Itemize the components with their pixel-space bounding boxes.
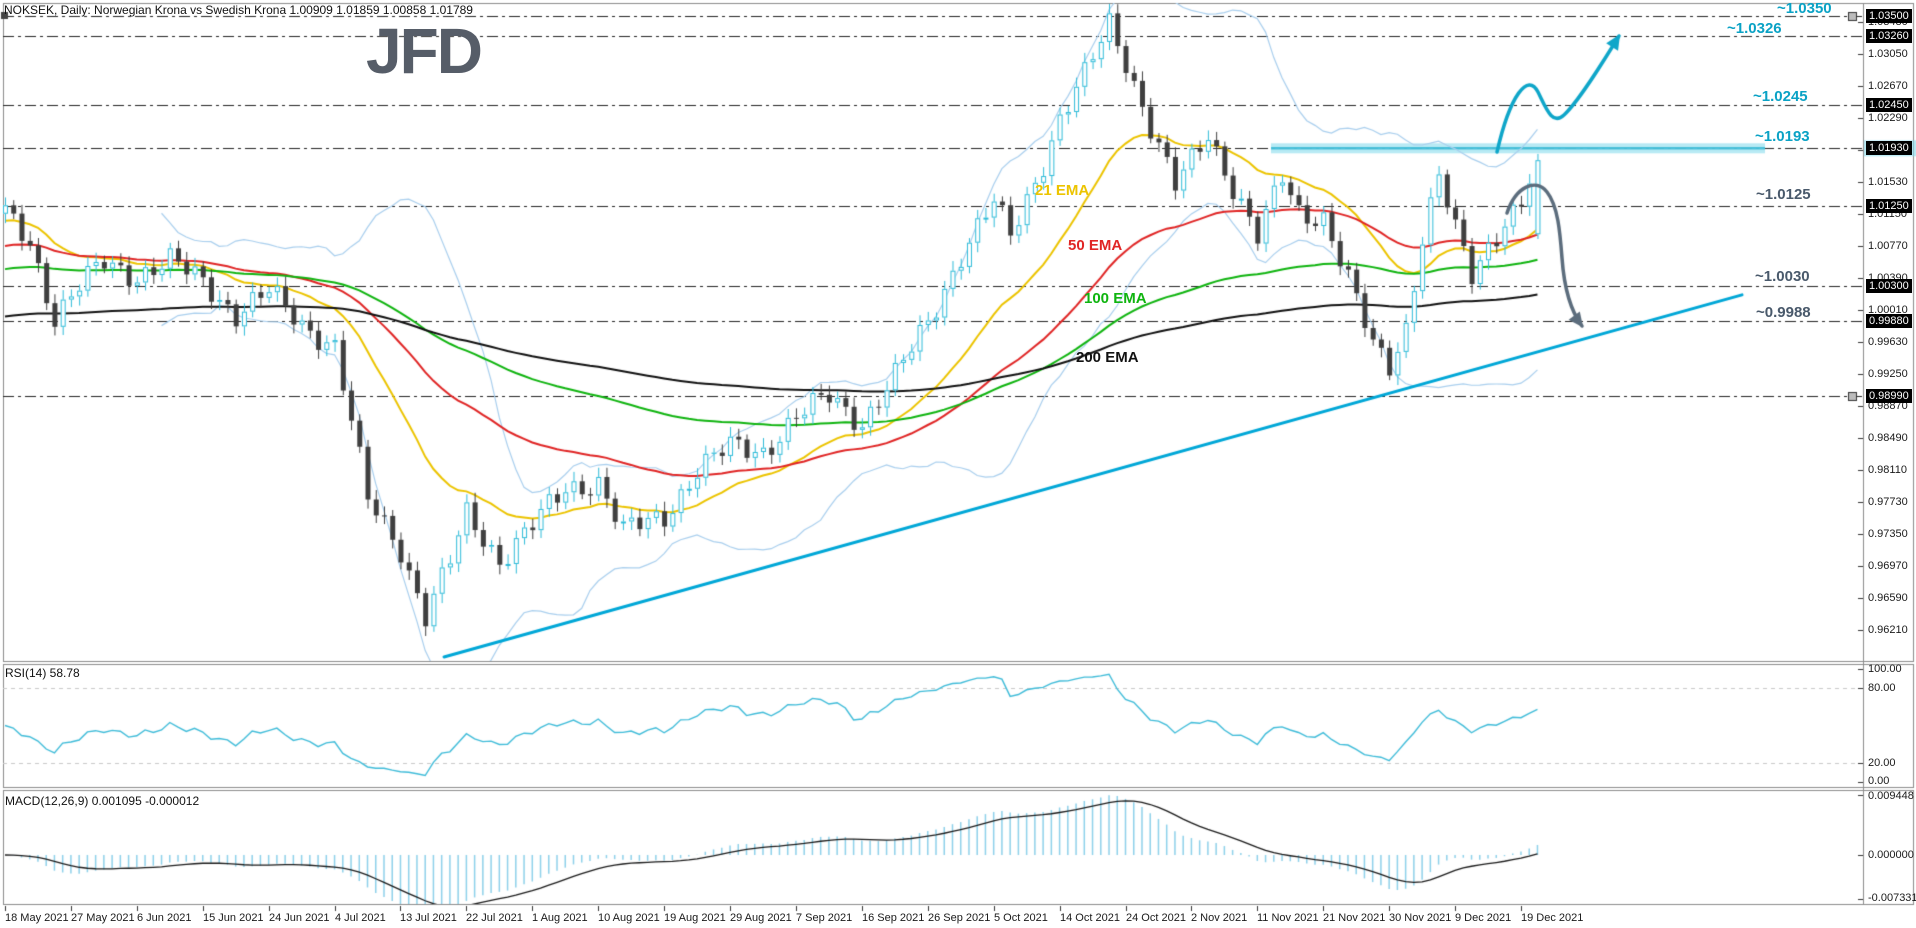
date-label: 30 Nov 2021 xyxy=(1389,912,1452,924)
date-label: 2 Nov 2021 xyxy=(1191,912,1248,924)
date-label: 10 Aug 2021 xyxy=(598,912,660,924)
price-axis-tick: 0.98490 xyxy=(1868,432,1908,444)
rsi-axis-tick: 80.00 xyxy=(1868,682,1896,694)
date-label: 13 Jul 2021 xyxy=(400,912,457,924)
level-label[interactable]: ~1.0245 xyxy=(1753,88,1808,105)
price-axis-level-badge: 1.01250 xyxy=(1866,199,1912,213)
rsi-axis-tick: 0.00 xyxy=(1868,775,1890,787)
ema-label: 100 EMA xyxy=(1084,290,1147,307)
chart-title: NOKSEK, Daily: Norwegian Krona vs Swedis… xyxy=(4,3,473,17)
price-axis-level-badge: 1.02450 xyxy=(1866,98,1912,112)
price-axis-tick: 1.00770 xyxy=(1868,240,1908,252)
macd-axis-tick: 0.009448 xyxy=(1868,790,1914,802)
date-label: 5 Oct 2021 xyxy=(994,912,1048,924)
date-label: 27 May 2021 xyxy=(71,912,135,924)
price-axis-tick: 1.02670 xyxy=(1868,80,1908,92)
date-label: 21 Nov 2021 xyxy=(1323,912,1386,924)
date-label: 24 Jun 2021 xyxy=(269,912,330,924)
price-axis-tick: 1.01530 xyxy=(1868,176,1908,188)
date-label: 19 Aug 2021 xyxy=(664,912,726,924)
price-axis-tick: 0.96590 xyxy=(1868,592,1908,604)
date-label: 19 Dec 2021 xyxy=(1521,912,1584,924)
price-axis-tick: 0.97730 xyxy=(1868,496,1908,508)
price-axis-tick: 0.99630 xyxy=(1868,336,1908,348)
level-label[interactable]: ~1.0030 xyxy=(1755,268,1810,285)
price-axis-level-badge: 1.00300 xyxy=(1866,279,1912,293)
date-label: 24 Oct 2021 xyxy=(1126,912,1186,924)
price-axis-level-badge: 1.03500 xyxy=(1866,9,1912,23)
date-label: 14 Oct 2021 xyxy=(1060,912,1120,924)
macd-axis-tick: 0.000000 xyxy=(1868,849,1914,861)
rsi-axis-tick: 100.00 xyxy=(1868,663,1902,675)
price-axis-level-badge: 1.01930 xyxy=(1866,141,1912,155)
price-axis-tick: 0.96970 xyxy=(1868,560,1908,572)
date-label: 7 Sep 2021 xyxy=(796,912,853,924)
ema-label: 21 EMA xyxy=(1035,182,1090,199)
rsi-axis-tick: 20.00 xyxy=(1868,757,1896,769)
date-label: 11 Nov 2021 xyxy=(1257,912,1319,924)
macd-axis-tick: -0.007331 xyxy=(1868,892,1916,904)
date-label: 29 Aug 2021 xyxy=(730,912,792,924)
level-label[interactable]: ~1.0125 xyxy=(1756,186,1811,203)
level-label[interactable]: ~1.0326 xyxy=(1727,20,1782,37)
date-label: 26 Sep 2021 xyxy=(928,912,991,924)
ema-label: 200 EMA xyxy=(1076,349,1139,366)
level-label[interactable]: ~1.0350 xyxy=(1777,0,1832,17)
level-label[interactable]: ~0.9988 xyxy=(1756,304,1811,321)
price-axis-tick: 0.99250 xyxy=(1868,368,1908,380)
price-axis-level-badge: 0.98990 xyxy=(1866,389,1912,403)
date-label: 16 Sep 2021 xyxy=(862,912,925,924)
date-label: 1 Aug 2021 xyxy=(532,912,588,924)
macd-indicator-label: MACD(12,26,9) 0.001095 -0.000012 xyxy=(5,794,200,808)
price-axis-tick: 1.00010 xyxy=(1868,304,1908,316)
date-label: 4 Jul 2021 xyxy=(335,912,386,924)
price-axis-tick: 1.03050 xyxy=(1868,48,1908,60)
price-axis-tick: 1.02290 xyxy=(1868,112,1908,124)
date-label: 15 Jun 2021 xyxy=(203,912,264,924)
price-axis-level-badge: 0.99880 xyxy=(1866,314,1912,328)
rsi-indicator-label: RSI(14) 58.78 xyxy=(5,666,80,680)
jfd-logo: JFD xyxy=(366,15,483,87)
price-axis-tick: 0.97350 xyxy=(1868,528,1908,540)
date-label: 6 Jun 2021 xyxy=(137,912,192,924)
price-axis-tick: 0.96210 xyxy=(1868,624,1908,636)
date-label: 18 May 2021 xyxy=(5,912,69,924)
level-label[interactable]: ~1.0193 xyxy=(1755,128,1810,145)
price-axis-tick: 0.98870 xyxy=(1868,400,1908,412)
date-label: 22 Jul 2021 xyxy=(466,912,523,924)
price-axis-tick: 0.98110 xyxy=(1868,464,1907,476)
price-axis-level-badge: 1.03260 xyxy=(1866,29,1912,43)
date-label: 9 Dec 2021 xyxy=(1455,912,1512,924)
ema-label: 50 EMA xyxy=(1068,237,1123,254)
